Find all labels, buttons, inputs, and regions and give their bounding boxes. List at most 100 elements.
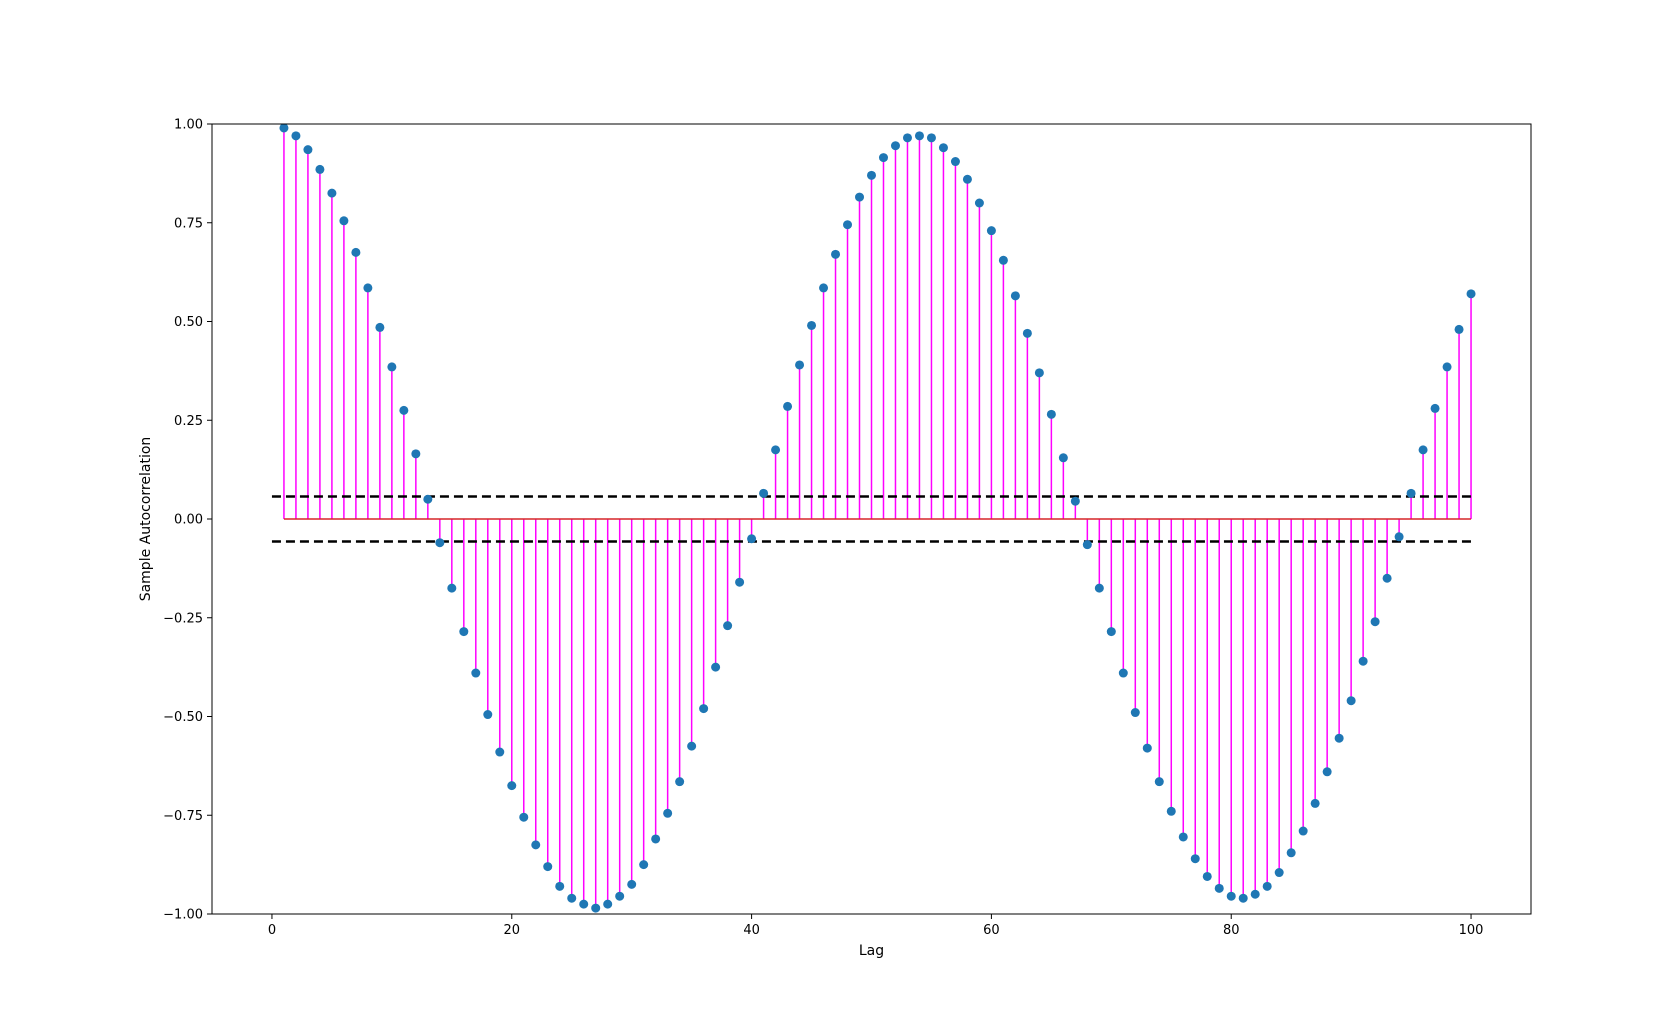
stem-marker-40: [747, 534, 757, 544]
stem-marker-21: [519, 812, 529, 822]
y-tick-label: −1.00: [163, 908, 203, 923]
stem-marker-43: [783, 401, 793, 411]
stem-marker-74: [1154, 777, 1164, 787]
stem-marker-77: [1190, 854, 1200, 864]
stem-marker-13: [423, 494, 433, 504]
stem-marker-12: [411, 449, 421, 459]
stem-marker-32: [651, 834, 661, 844]
stem-marker-7: [351, 247, 361, 257]
stem-marker-68: [1082, 540, 1092, 550]
y-tick-label: −0.75: [163, 809, 203, 824]
y-tick-label: 1.00: [174, 118, 203, 133]
stem-marker-79: [1214, 883, 1224, 893]
x-tick-label: 100: [1459, 923, 1484, 938]
stem-marker-5: [327, 188, 337, 198]
y-tick-label: 0.00: [174, 513, 203, 528]
stem-marker-31: [639, 860, 649, 870]
x-tick-label: 80: [1223, 923, 1240, 938]
stem-markers: [279, 123, 1476, 913]
stem-marker-100: [1466, 289, 1476, 299]
y-axis-ticks: 1.00 0.75 0.50 0.25 0.00 −0.25 −0.50 −0.75 −1.00: [163, 118, 212, 923]
x-axis-ticks: 0 20 40 60 80 100: [268, 914, 1484, 938]
stem-marker-16: [459, 627, 469, 637]
stem-marker-34: [675, 777, 685, 787]
x-tick-label: 60: [983, 923, 1000, 938]
stem-marker-25: [567, 893, 577, 903]
stem-marker-20: [507, 781, 517, 791]
stem-marker-59: [974, 198, 984, 208]
stem-marker-63: [1022, 328, 1032, 338]
x-tick-label: 40: [743, 923, 760, 938]
stem-marker-47: [831, 249, 841, 259]
stem-marker-11: [399, 405, 409, 415]
stem-marker-85: [1286, 848, 1296, 858]
stem-marker-19: [495, 747, 505, 757]
y-tick-label: 0.25: [174, 414, 203, 429]
stem-marker-66: [1058, 453, 1068, 463]
stem-marker-65: [1046, 409, 1056, 419]
stem-marker-88: [1322, 767, 1332, 777]
stem-marker-29: [615, 891, 625, 901]
stem-marker-87: [1310, 798, 1320, 808]
stem-marker-45: [807, 320, 817, 330]
stem-marker-28: [603, 899, 613, 909]
stem-marker-99: [1454, 324, 1464, 334]
stem-marker-14: [435, 538, 445, 548]
stem-marker-67: [1070, 496, 1080, 506]
stem-marker-3: [303, 145, 313, 155]
stem-marker-44: [795, 360, 805, 370]
stem-marker-93: [1382, 573, 1392, 583]
stem-marker-35: [687, 741, 697, 751]
stem-marker-90: [1346, 696, 1356, 706]
stem-marker-81: [1238, 893, 1248, 903]
stem-marker-33: [663, 808, 673, 818]
stem-marker-50: [867, 170, 876, 180]
stem-marker-83: [1262, 881, 1272, 891]
stem-marker-38: [723, 621, 733, 631]
stem-marker-91: [1358, 656, 1368, 666]
stem-marker-51: [878, 153, 888, 163]
stem-marker-39: [735, 577, 745, 587]
stem-marker-57: [950, 157, 960, 167]
stem-marker-36: [699, 704, 709, 714]
stem-marker-86: [1298, 826, 1308, 836]
stem-marker-49: [855, 192, 865, 202]
x-tick-label: 20: [503, 923, 520, 938]
stem-marker-10: [387, 362, 397, 372]
y-tick-label: 0.50: [174, 315, 203, 330]
stem-marker-76: [1178, 832, 1188, 842]
stem-marker-70: [1106, 627, 1116, 637]
stem-marker-75: [1166, 806, 1176, 816]
stem-marker-6: [339, 216, 349, 226]
stem-marker-73: [1142, 743, 1152, 753]
stem-marker-95: [1406, 488, 1416, 498]
stem-marker-97: [1430, 403, 1440, 413]
y-axis-label: Sample Autocorrelation: [138, 437, 154, 602]
stem-marker-60: [986, 226, 996, 236]
stem-marker-52: [890, 141, 900, 151]
stem-marker-17: [471, 668, 481, 678]
stem-marker-98: [1442, 362, 1452, 372]
stem-marker-1: [279, 123, 289, 133]
stem-marker-4: [315, 164, 325, 174]
stem-marker-26: [579, 899, 589, 909]
stem-marker-89: [1334, 733, 1344, 743]
stem-marker-92: [1370, 617, 1380, 627]
stem-marker-56: [938, 143, 948, 153]
stem-marker-54: [914, 131, 924, 141]
stem-lines: [283, 127, 1472, 909]
stem-marker-2: [291, 131, 301, 141]
stem-marker-8: [363, 283, 373, 293]
y-tick-label: −0.25: [163, 611, 203, 626]
x-axis-label: Lag: [859, 943, 884, 959]
stem-marker-69: [1094, 583, 1104, 593]
stem-marker-24: [555, 881, 565, 891]
x-tick-label: 0: [268, 923, 276, 938]
stem-marker-61: [998, 255, 1008, 265]
stem-marker-37: [711, 662, 721, 672]
confidence-bounds: [271, 495, 1472, 543]
stem-marker-23: [543, 862, 553, 872]
stem-marker-53: [902, 133, 912, 143]
y-tick-label: −0.50: [163, 710, 203, 725]
